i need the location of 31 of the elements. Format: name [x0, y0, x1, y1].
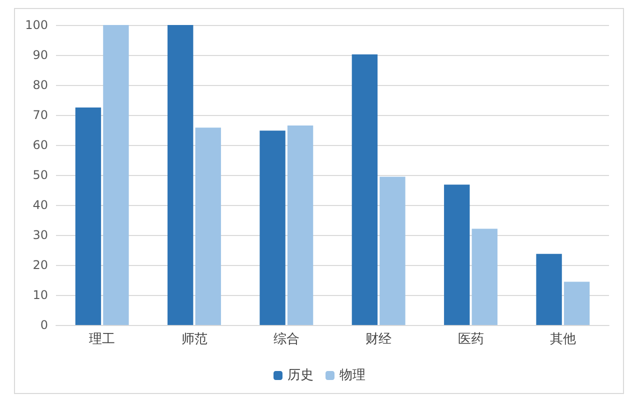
x-tick-label: 综合	[273, 332, 300, 347]
bar	[472, 228, 498, 325]
y-tick-label: 80	[32, 78, 48, 92]
y-tick-label: 60	[32, 138, 48, 152]
bar	[352, 54, 378, 325]
bar	[103, 25, 129, 325]
x-tick-label: 财经	[366, 332, 392, 347]
legend-label: 物理	[340, 368, 366, 383]
bar	[380, 176, 406, 325]
bar	[75, 108, 102, 325]
y-tick-label: 10	[32, 288, 48, 302]
y-tick-label: 50	[32, 168, 48, 182]
bar	[287, 126, 314, 325]
bar	[195, 128, 221, 325]
y-tick-label: 20	[32, 258, 48, 272]
y-tick-label: 70	[32, 108, 48, 122]
legend-label: 历史	[288, 368, 314, 383]
bar	[260, 130, 286, 325]
y-tick-label: 100	[25, 18, 48, 32]
x-tick-label: 师范	[181, 332, 208, 347]
bar	[536, 254, 562, 325]
bar	[444, 184, 470, 325]
y-tick-label: 0	[40, 318, 48, 332]
bar	[564, 282, 590, 325]
y-tick-label: 40	[32, 198, 48, 212]
x-tick-label: 其他	[550, 332, 576, 347]
bar	[168, 25, 194, 325]
y-tick-label: 30	[32, 228, 48, 242]
y-tick-label: 90	[32, 48, 48, 62]
x-tick-label: 医药	[458, 332, 484, 347]
x-tick-label: 理工	[89, 332, 116, 347]
